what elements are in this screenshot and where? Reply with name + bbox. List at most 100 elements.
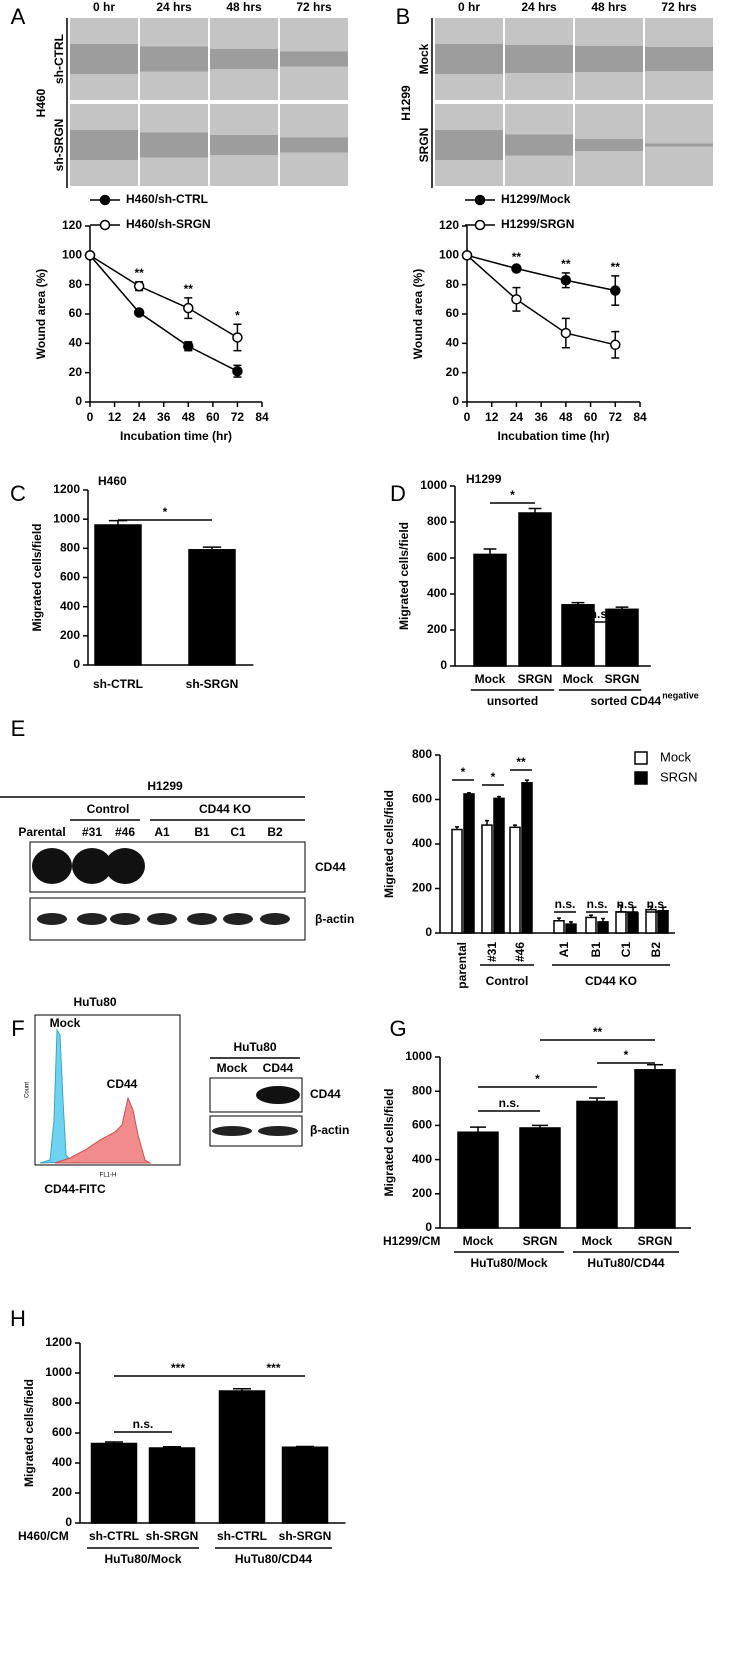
y-tick-label: 800 — [412, 747, 432, 761]
x-tick-label: #31 — [485, 942, 499, 962]
y-axis-label: Migrated cells/field — [382, 1088, 396, 1196]
wound-gap — [210, 49, 278, 69]
peak-label: CD44 — [107, 1077, 138, 1091]
x-tick-label: Mock — [475, 672, 506, 686]
cell-line-label: H460 — [34, 88, 48, 117]
significance: * — [624, 1048, 629, 1062]
blot-band — [77, 913, 107, 925]
cell-line-label: H1299 — [399, 85, 413, 121]
blot-band — [105, 848, 145, 884]
bar — [553, 920, 565, 934]
y-tick-label: 400 — [52, 1455, 72, 1469]
blot-band — [212, 1126, 252, 1136]
y-tick-label: 1200 — [45, 1335, 72, 1349]
axis-label: FL1-H — [100, 1173, 117, 1179]
blot-band — [37, 913, 67, 925]
x-tick-label: sh-SRGN — [279, 1529, 332, 1543]
wound-gap — [645, 143, 713, 147]
x-tick-label: 12 — [108, 410, 122, 424]
x-tick-label: SRGN — [518, 672, 553, 686]
panel-letter: F — [11, 1016, 24, 1041]
wound-gap — [575, 139, 643, 151]
y-tick-label: 80 — [69, 277, 83, 291]
y-tick-label: 200 — [60, 628, 80, 642]
significance: n.s. — [647, 897, 668, 911]
x-tick-label: 48 — [559, 410, 573, 424]
lane-label: #31 — [82, 825, 102, 839]
wound-gap — [280, 51, 348, 67]
y-axis-label: Migrated cells/field — [30, 523, 44, 631]
marker — [133, 280, 145, 292]
legend-marker — [99, 194, 111, 206]
wound-gap — [280, 137, 348, 153]
legend-label: Mock — [660, 749, 692, 764]
legend-label: H1299/SRGN — [501, 217, 574, 231]
x-tick-label: parental — [455, 942, 469, 989]
bar — [597, 921, 609, 934]
wound-gap — [435, 44, 503, 74]
flow-peak-cd44 — [54, 1096, 152, 1164]
protein-label: CD44 — [315, 860, 346, 874]
y-tick-label: 0 — [452, 394, 459, 408]
y-axis-label: Migrated cells/field — [397, 522, 411, 630]
bar — [605, 608, 639, 667]
wound-gap — [140, 46, 208, 72]
legend-label: H460/sh-SRGN — [126, 217, 211, 231]
x-tick-label: 0 — [464, 410, 471, 424]
x-tick-label: SRGN — [638, 1234, 673, 1248]
blot-band — [223, 913, 253, 925]
y-tick-label: 0 — [425, 1220, 432, 1234]
marker — [133, 307, 145, 318]
bar — [521, 782, 533, 934]
blot-band — [110, 913, 140, 925]
x-tick-label: 24 — [510, 410, 524, 424]
row-label: H460/CM — [18, 1529, 69, 1543]
x-tick-label: A1 — [557, 942, 571, 958]
bar — [518, 512, 552, 667]
legend-label: H460/sh-CTRL — [126, 192, 208, 206]
timepoint-label: 48 hrs — [591, 0, 627, 14]
legend-marker — [474, 219, 486, 231]
x-tick-label: 24 — [132, 410, 146, 424]
marker — [461, 250, 473, 261]
x-tick-label: Mock — [463, 1234, 494, 1248]
legend-marker — [99, 219, 111, 231]
wound-gap — [70, 130, 138, 160]
protein-label: CD44 — [310, 1087, 341, 1101]
bar — [565, 923, 577, 934]
y-tick-label: 1000 — [45, 1365, 72, 1379]
bar — [519, 1127, 561, 1229]
x-tick-label: 36 — [157, 410, 171, 424]
x-tick-label: sh-CTRL — [89, 1529, 139, 1543]
protein-label: β-actin — [315, 912, 354, 926]
y-tick-label: 1000 — [405, 1049, 432, 1063]
bar — [509, 826, 521, 934]
significance: * — [510, 488, 515, 502]
y-tick-label: 0 — [65, 1515, 72, 1529]
y-tick-label: 120 — [439, 218, 459, 232]
flow-title: HuTu80 — [73, 995, 116, 1009]
group-label: HuTu80/CD44 — [587, 1256, 664, 1270]
wound-gap — [645, 47, 713, 71]
marker — [511, 263, 522, 274]
significance: ** — [516, 755, 526, 769]
bar — [627, 912, 639, 934]
x-tick-label: B1 — [589, 942, 603, 958]
y-tick-label: 600 — [412, 1118, 432, 1132]
significance: * — [163, 505, 168, 519]
wound-gap — [210, 135, 278, 155]
timepoint-label: 0 hr — [93, 0, 115, 14]
timepoint-label: 48 hrs — [226, 0, 262, 14]
axis-label: CD44-FITC — [44, 1182, 106, 1196]
protein-label: β-actin — [310, 1123, 349, 1137]
y-tick-label: 800 — [412, 1083, 432, 1097]
significance: ** — [134, 266, 144, 280]
series-line — [466, 254, 616, 346]
group-label: CD44 KO — [585, 974, 637, 988]
timepoint-label: 72 hrs — [661, 0, 697, 14]
bar — [561, 604, 595, 667]
y-tick-label: 40 — [446, 336, 460, 350]
x-tick-label: SRGN — [605, 672, 640, 686]
significance: * — [535, 1072, 540, 1086]
